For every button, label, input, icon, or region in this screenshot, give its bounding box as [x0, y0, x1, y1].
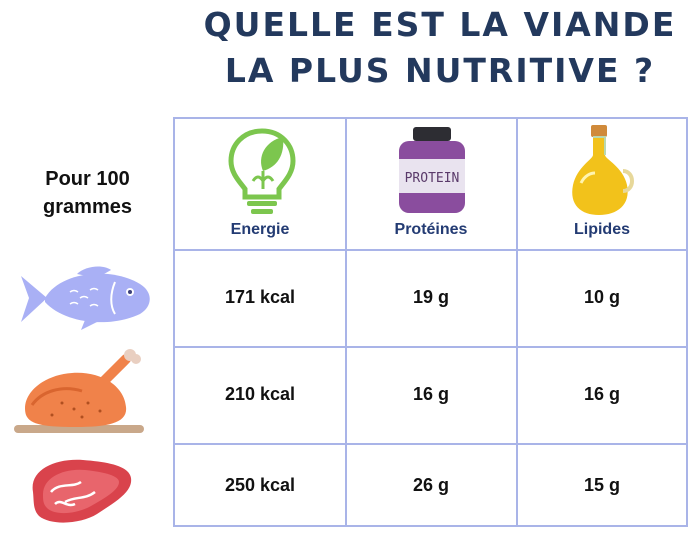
- fish-lipid-cell: 10 g: [583, 287, 621, 307]
- steak-lipid-cell: 15 g: [583, 475, 621, 495]
- chicken-lipid-cell: 16 g: [583, 384, 621, 404]
- chicken-icon: [14, 349, 144, 433]
- fish-protein-cell: 19 g: [412, 287, 450, 307]
- row-divider: [175, 249, 686, 251]
- column-divider: [345, 119, 347, 525]
- page-title: QUELLE EST LA VIANDE LA PLUS NUTRITIVE ?: [190, 2, 690, 94]
- per-100g-line-2: grammes: [43, 196, 132, 218]
- steak-icon: [32, 459, 132, 523]
- fish-icon: [21, 266, 150, 330]
- nutrition-table: PROTEIN Energie Protéines Lipides 171 kc…: [173, 117, 688, 527]
- lightbulb-leaf-icon: [228, 128, 296, 214]
- protein-jar-icon: PROTEIN: [399, 127, 465, 213]
- column-header-energie: Energie: [230, 221, 290, 238]
- chicken-energy-cell: 210 kcal: [224, 384, 296, 404]
- steak-protein-cell: 26 g: [412, 475, 450, 495]
- oil-bottle-icon: [572, 125, 634, 215]
- chicken-protein-cell: 16 g: [412, 384, 450, 404]
- title-line-1: QUELLE EST LA VIANDE: [203, 5, 677, 44]
- column-header-proteines: Protéines: [394, 221, 468, 238]
- column-divider: [516, 119, 518, 525]
- per-100g-line-1: Pour 100: [45, 168, 130, 190]
- steak-energy-cell: 250 kcal: [224, 475, 296, 495]
- title-line-2: LA PLUS NUTRITIVE ?: [224, 51, 656, 90]
- column-header-lipides: Lipides: [573, 221, 630, 238]
- row-divider: [175, 443, 686, 445]
- protein-jar-text: PROTEIN: [405, 171, 460, 186]
- row-divider: [175, 346, 686, 348]
- per-100g-label: Pour 100 grammes: [20, 165, 155, 221]
- fish-energy-cell: 171 kcal: [224, 287, 296, 307]
